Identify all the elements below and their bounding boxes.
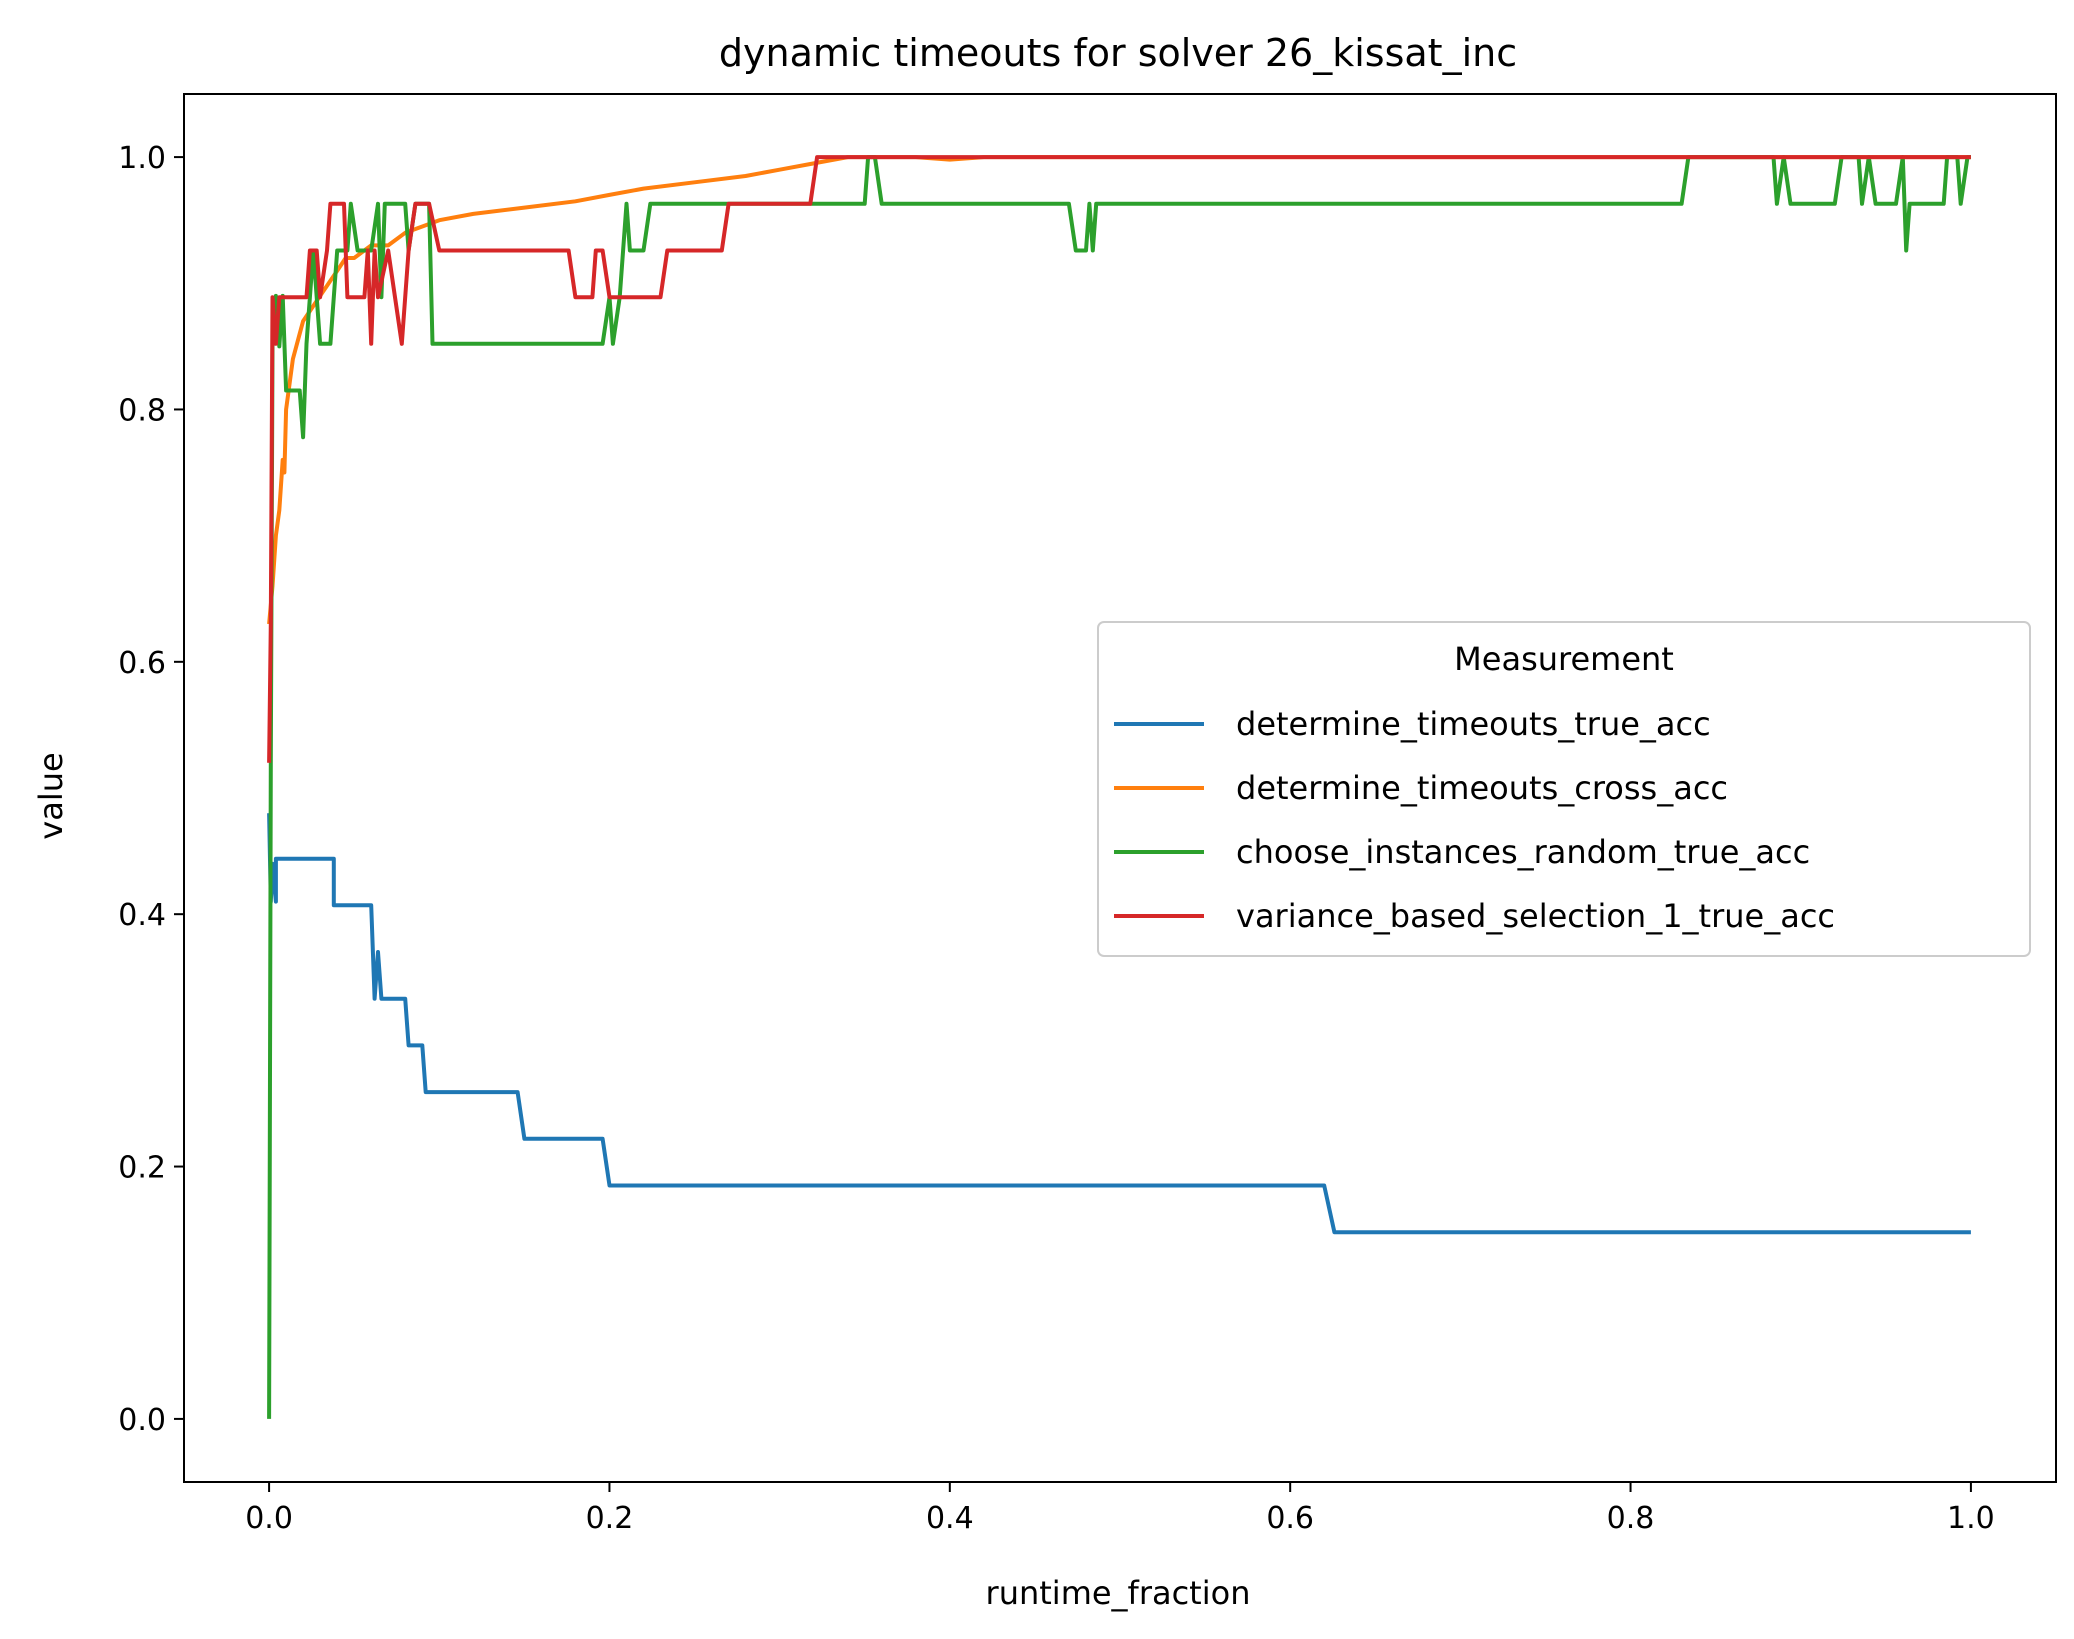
x-tick-label: 0.6: [1266, 1501, 1314, 1536]
legend-label-1: determine_timeouts_cross_acc: [1236, 769, 1728, 807]
legend-label-2: choose_instances_random_true_acc: [1236, 833, 1810, 871]
series-line-3: [267, 155, 1971, 763]
x-axis-label: runtime_fraction: [986, 1574, 1251, 1612]
chart-title: dynamic timeouts for solver 26_kissat_in…: [719, 31, 1517, 75]
legend-box: [1097, 621, 2031, 957]
legend-label-3: variance_based_selection_1_true_acc: [1236, 897, 1835, 935]
plot-frame: [183, 93, 2057, 1483]
x-tick-label: 0.0: [245, 1501, 293, 1536]
y-tick-label: 0.2: [118, 1151, 166, 1186]
series-line-0: [267, 813, 1971, 1235]
legend-title: Measurement: [1454, 640, 1674, 678]
x-tick-label: 0.2: [586, 1501, 634, 1536]
series-layer: [267, 155, 1971, 1419]
y-tick-label: 0.0: [118, 1403, 166, 1438]
x-tick-label: 0.8: [1607, 1501, 1655, 1536]
legend-items: determine_timeouts_true_acc determine_tim…: [1114, 705, 1835, 935]
x-tick-label: 1.0: [1947, 1501, 1995, 1536]
y-tick-label: 1.0: [118, 141, 166, 176]
y-tick-label: 0.6: [118, 646, 166, 681]
y-tick-label: 0.4: [118, 898, 166, 933]
x-tick-label: 0.4: [926, 1501, 974, 1536]
axes-layer: 0.0 0.2 0.4 0.6 0.8 1.0 0.0 0.2 0.4 0.6 0.8 1.0: [118, 93, 2057, 1536]
y-axis-label: value: [32, 752, 70, 839]
legend-label-0: determine_timeouts_true_acc: [1236, 705, 1711, 743]
y-tick-label: 0.8: [118, 393, 166, 428]
legend: Measurement determine_timeouts_true_accd…: [1097, 621, 2031, 957]
